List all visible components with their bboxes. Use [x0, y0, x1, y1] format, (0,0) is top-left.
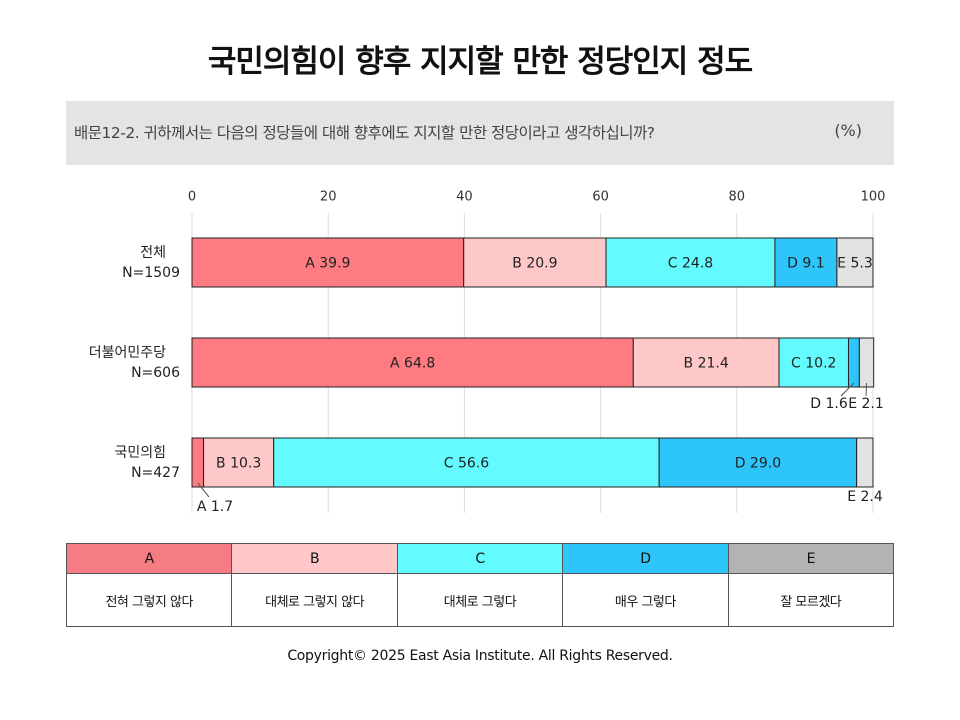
data-label: E 2.1 [848, 396, 884, 412]
x-tick-label: 20 [320, 190, 337, 205]
question-box: 배문12-2. 귀하께서는 다음의 정당들에 대해 향후에도 지지할 만한 정당… [66, 101, 894, 165]
category-n-label: N=1509 [122, 265, 180, 281]
category-n-label: N=606 [131, 365, 180, 381]
data-label: C 56.6 [444, 456, 489, 472]
legend-table: A B C D E 전혀 그렇지 않다 대체로 그렇지 않다 대체로 그렇다 매… [65, 543, 895, 627]
bar-segment [836, 237, 874, 288]
data-label: A 1.7 [197, 499, 233, 515]
legend-desc-a: 전혀 그렇지 않다 [65, 573, 233, 627]
bar-segment [856, 437, 874, 488]
legend-key-a: A [65, 543, 233, 574]
stacked-bar-chart: 0 20 40 60 80 100 전체 N=1509 A 39.9 B 20.9 C 24.8 D … [89, 190, 886, 516]
bar-segment [774, 237, 838, 288]
x-tick-label: 80 [729, 190, 746, 205]
bar-segment [463, 237, 607, 288]
data-label: D 29.0 [735, 456, 781, 472]
data-label: E 5.3 [837, 256, 873, 272]
legend-key-d: D [562, 543, 729, 574]
leader-line [865, 382, 868, 397]
legend-key-b: B [231, 543, 398, 574]
data-label: B 10.3 [216, 456, 261, 472]
leader-line [840, 382, 855, 397]
legend-key-e: E [727, 543, 895, 574]
x-tick-label: 100 [861, 190, 886, 205]
bar-segment [191, 437, 205, 488]
category-label: 국민의힘 [114, 445, 166, 461]
bar-segment [858, 337, 875, 388]
category-n-label: N=427 [131, 465, 180, 481]
legend-desc-c: 대체로 그렇다 [396, 573, 564, 627]
bar-segment [847, 337, 860, 388]
data-label: A 39.9 [305, 256, 350, 272]
leader-line [197, 482, 210, 498]
x-tick-label: 40 [456, 190, 473, 205]
bar-segment [273, 437, 660, 488]
chart-title: 국민의힘이 향후 지지할 만한 정당인지 정도 [207, 44, 753, 80]
x-tick-label: 0 [188, 190, 196, 205]
data-label: C 24.8 [668, 256, 713, 272]
legend-desc-d: 매우 그렇다 [562, 573, 729, 627]
x-tick-label: 60 [592, 190, 609, 205]
data-label: D 9.1 [787, 256, 825, 272]
question-text: 배문12-2. 귀하께서는 다음의 정당들에 대해 향후에도 지지할 만한 정당… [74, 124, 655, 142]
legend-key-c: C [396, 543, 564, 574]
bar-segment [778, 337, 849, 388]
bar-segment [191, 237, 465, 288]
unit-label: (%) [834, 121, 862, 140]
data-label: B 21.4 [684, 356, 729, 372]
category-label: 더불어민주당 [89, 345, 166, 361]
data-label: D 1.6 [810, 396, 848, 412]
bar-segment [203, 437, 275, 488]
data-label: C 10.2 [791, 356, 836, 372]
bar-segment [191, 337, 634, 388]
bar-segment [605, 237, 776, 288]
legend-desc-b: 대체로 그렇지 않다 [231, 573, 398, 627]
copyright-notice: Copyright© 2025 East Asia Institute. All… [287, 648, 673, 664]
legend-desc-e: 잘 모르겠다 [727, 573, 895, 627]
category-label: 전체 [140, 245, 166, 261]
data-label: A 64.8 [390, 356, 435, 372]
data-label: E 2.4 [847, 489, 883, 505]
data-label: B 20.9 [512, 256, 557, 272]
